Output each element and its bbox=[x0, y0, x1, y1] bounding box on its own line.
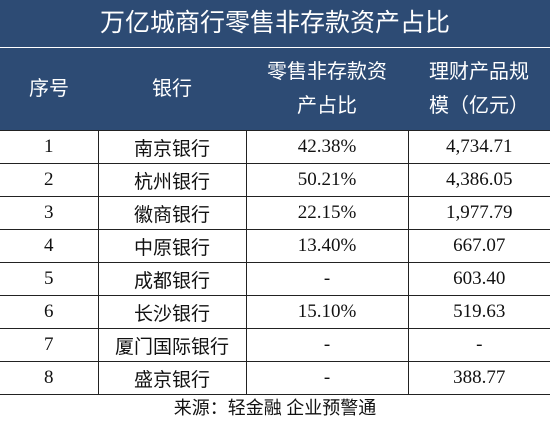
table-cell: 22.15% bbox=[245, 196, 409, 230]
table-cell: 南京银行 bbox=[97, 130, 247, 164]
table-cell: - bbox=[245, 361, 409, 395]
table-cell: 13.40% bbox=[245, 229, 409, 263]
table-cell: 4 bbox=[0, 229, 99, 263]
table-cell: 667.07 bbox=[407, 229, 550, 263]
table-cell: - bbox=[245, 328, 409, 362]
table-cell: 厦门国际银行 bbox=[97, 328, 247, 362]
header-cell: 银行 bbox=[98, 48, 246, 131]
table-cell: 603.40 bbox=[407, 262, 550, 296]
table-title: 万亿城商行零售非存款资产占比 bbox=[0, 0, 550, 48]
table-cell: 15.10% bbox=[245, 295, 409, 329]
header-cell: 零售非存款资产占比 bbox=[246, 48, 408, 131]
table-header: 序号 银行 零售非存款资产占比 理财产品规模（亿元） bbox=[0, 48, 550, 131]
table-row: 2 杭州银行 50.21% 4,386.05 bbox=[0, 163, 550, 197]
table-cell: 8 bbox=[0, 361, 99, 395]
table-row: 4 中原银行 13.40% 667.07 bbox=[0, 229, 550, 263]
table-cell: 6 bbox=[0, 295, 99, 329]
table-row: 7 厦门国际银行 - - bbox=[0, 328, 550, 362]
table-cell: 杭州银行 bbox=[97, 163, 247, 197]
table-row: 8 盛京银行 -388.77 bbox=[0, 361, 550, 395]
table-cell: 388.77 bbox=[407, 361, 550, 395]
table-row: 6 长沙银行 15.10% 519.63 bbox=[0, 295, 550, 329]
table-cell: 42.38% bbox=[245, 130, 409, 164]
table-cell: 1,977.79 bbox=[407, 196, 550, 230]
table-body: 1 南京银行 42.38% 4,734.71 2 杭州银行 50.21% 4,386.05 3 徽… bbox=[0, 130, 550, 395]
table-cell: - bbox=[245, 262, 409, 296]
table-cell: - bbox=[407, 328, 550, 362]
table-cell: 2 bbox=[0, 163, 99, 197]
table-row: 1 南京银行 42.38% 4,734.71 bbox=[0, 130, 550, 164]
table-cell: 盛京银行 bbox=[97, 361, 247, 395]
header-row: 序号 银行 零售非存款资产占比 理财产品规模（亿元） bbox=[0, 48, 550, 131]
header-cell: 理财产品规模（亿元） bbox=[408, 48, 550, 131]
table-cell: 中原银行 bbox=[97, 229, 247, 263]
table-cell: 长沙银行 bbox=[97, 295, 247, 329]
table-cell: 7 bbox=[0, 328, 99, 362]
table-cell: 4,734.71 bbox=[407, 130, 550, 164]
table-cell: 徽商银行 bbox=[97, 196, 247, 230]
table-row: 3 徽商银行 22.15% 1,977.79 bbox=[0, 196, 550, 230]
source-note: 来源：轻金融 企业预警通 bbox=[173, 398, 377, 418]
table-cell: 3 bbox=[0, 196, 99, 230]
table: 序号 银行 零售非存款资产占比 理财产品规模（亿元） 1 南京银行 42.38% 4,734… bbox=[0, 48, 550, 395]
table-row: 5 成都银行 -603.40 bbox=[0, 262, 550, 296]
header-cell: 序号 bbox=[0, 48, 98, 131]
table-cell: 5 bbox=[0, 262, 99, 296]
table-cell: 50.21% bbox=[245, 163, 409, 197]
table-cell: 成都银行 bbox=[97, 262, 247, 296]
table-cell: 4,386.05 bbox=[407, 163, 550, 197]
table-cell: 519.63 bbox=[407, 295, 550, 329]
table-cell: 1 bbox=[0, 130, 99, 164]
